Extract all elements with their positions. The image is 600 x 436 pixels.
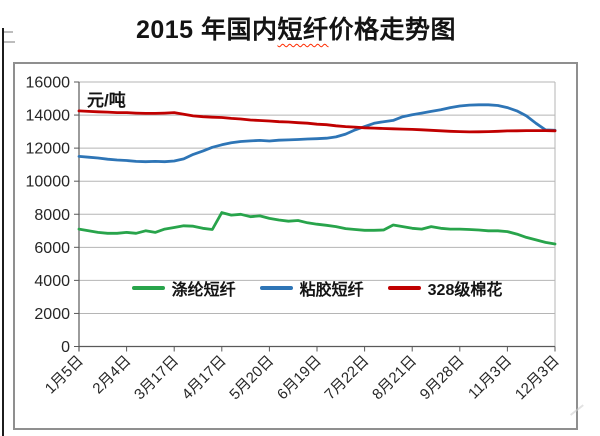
y-axis-label: 6000 (34, 240, 70, 257)
legend-item-2: 328级棉花 (387, 276, 503, 300)
y-axis-label: 16000 (26, 75, 71, 92)
y-axis-label: 4000 (34, 273, 70, 290)
x-axis-label: 5月20日 (226, 352, 277, 403)
x-axis-label: 6月19日 (274, 352, 325, 403)
legend-label-0: 涤纶短纤 (171, 282, 236, 299)
line-chart: 0 2000 4000 6000 8000 10000 12000 14000 16000 1月5… (26, 75, 563, 404)
legend-item-0: 涤纶短纤 (131, 276, 236, 300)
legend-swatch-0 (131, 286, 165, 290)
x-axis-label: 4月17日 (179, 352, 230, 403)
legend-swatch-2 (387, 286, 421, 290)
y-axis-label: 0 (61, 339, 70, 356)
x-axis-label: 12月3日 (512, 352, 563, 403)
chart-title: 2015 年国内短纤价格走势图 (0, 10, 592, 46)
series-line-1 (77, 103, 557, 164)
y-axis-unit-label: 元/吨 (87, 91, 126, 110)
y-axis-label: 8000 (34, 207, 70, 224)
chart-title-suffix: 价格走势图 (328, 16, 457, 44)
chart-box: 0 2000 4000 6000 8000 10000 12000 14000 16000 1月5… (13, 62, 590, 430)
legend-swatch-1 (259, 286, 293, 290)
y-axis-label: 10000 (26, 174, 71, 191)
x-axis-label: 9月28日 (417, 352, 468, 403)
series-line-0 (77, 211, 557, 246)
page-corner-artifact (4, 31, 13, 33)
y-axis-label: 2000 (34, 306, 70, 323)
legend-item-1: 粘胶短纤 (259, 276, 364, 300)
x-axis-label: 1月5日 (42, 352, 87, 397)
x-axis-label: 7月22日 (321, 352, 372, 403)
series-line-2 (77, 109, 557, 134)
y-axis-label: 14000 (26, 108, 71, 125)
legend-label-1: 粘胶短纤 (299, 282, 364, 299)
chart-legend: 涤纶短纤 粘胶短纤 328级棉花 (79, 276, 555, 300)
page-corner-artifact (4, 41, 15, 43)
x-axis-label: 2月4日 (89, 352, 134, 397)
x-axis-label: 8月21日 (369, 352, 420, 403)
x-axis-label: 3月17日 (131, 352, 182, 403)
chart-title-spellcheck-underline: 短纤 (277, 16, 329, 44)
x-axis-label: 11月3日 (465, 352, 515, 402)
legend-label-2: 328级棉花 (427, 282, 503, 299)
page-left-border (2, 28, 4, 436)
chart-title-prefix: 2015 年国内 (135, 16, 278, 44)
y-axis-label: 12000 (26, 141, 71, 158)
